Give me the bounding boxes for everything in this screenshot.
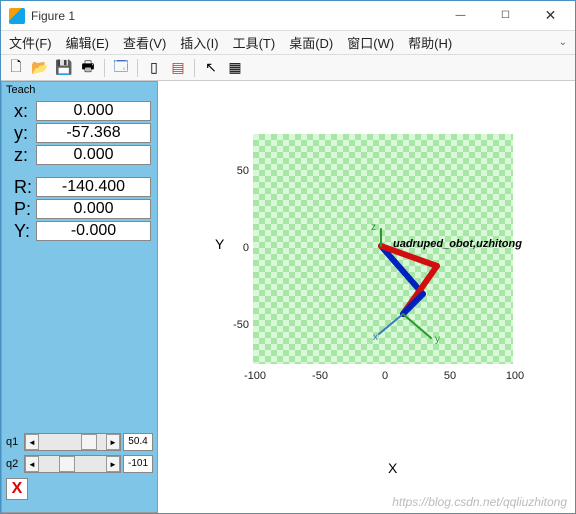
pose-p-value: 0.000 (36, 199, 151, 219)
menu-edit[interactable]: 编辑(E) (66, 33, 109, 52)
pose-yaw-value: -0.000 (36, 221, 151, 241)
inspect-icon[interactable]: 🗔 (110, 57, 132, 79)
titlebar[interactable]: Figure 1 — ☐ ✕ (1, 1, 575, 31)
maximize-button[interactable]: ☐ (483, 2, 528, 30)
teach-panel: Teach x:0.000 y:-57.368 z:0.000 R:-140.4… (1, 81, 158, 513)
svg-text:y: y (435, 334, 440, 345)
x-tick: -100 (241, 370, 269, 382)
y-tick: 50 (223, 165, 249, 177)
menu-insert[interactable]: 插入(I) (180, 33, 218, 52)
robot-label: uadruped_obot,uzhitong (393, 238, 522, 250)
menu-overflow-icon[interactable]: ⌄ (559, 37, 567, 48)
pose-r-label: R: (8, 177, 36, 198)
q1-value: 50.4 (123, 433, 153, 451)
list-icon[interactable]: ▦ (224, 57, 246, 79)
pointer-icon[interactable]: ↖ (200, 57, 222, 79)
axes-area: xyz uadruped_obot,uzhitong Y X -100-5005… (158, 81, 575, 513)
pose-x-value: 0.000 (36, 101, 151, 121)
teach-close-button[interactable]: X (6, 478, 28, 500)
x-tick: 100 (501, 370, 529, 382)
x-tick: -50 (306, 370, 334, 382)
menu-view[interactable]: 查看(V) (123, 33, 166, 52)
toolbar: 🗋 📂 💾 🖶 🗔 ▯ ▤ ↖ ▦ (1, 55, 575, 81)
content-area: Teach x:0.000 y:-57.368 z:0.000 R:-140.4… (1, 81, 575, 513)
plot-surface: xyz uadruped_obot,uzhitong (253, 134, 513, 364)
window-title: Figure 1 (31, 9, 438, 23)
separator (104, 59, 105, 77)
watermark: https://blog.csdn.net/qqliuzhitong (392, 495, 567, 509)
q2-slider[interactable]: ◄ ► (24, 455, 121, 473)
menu-help[interactable]: 帮助(H) (408, 33, 452, 52)
pose-r-value: -140.400 (36, 177, 151, 197)
q1-slider[interactable]: ◄ ► (24, 433, 121, 451)
q1-dec-icon[interactable]: ◄ (25, 434, 39, 450)
menubar: 文件(F) 编辑(E) 查看(V) 插入(I) 工具(T) 桌面(D) 窗口(W… (1, 31, 575, 55)
pose-y-value: -57.368 (36, 123, 151, 143)
q1-thumb[interactable] (81, 434, 97, 450)
q2-inc-icon[interactable]: ► (106, 456, 120, 472)
pose-p-label: P: (8, 199, 36, 220)
menu-window[interactable]: 窗口(W) (347, 33, 394, 52)
pose-z-value: 0.000 (36, 145, 151, 165)
open-icon[interactable]: 📂 (29, 57, 51, 79)
menu-desktop[interactable]: 桌面(D) (289, 33, 333, 52)
joint-sliders: q1 ◄ ► 50.4 q2 ◄ ► -101 (4, 430, 155, 510)
figure-window: Figure 1 — ☐ ✕ 文件(F) 编辑(E) 查看(V) 插入(I) 工… (0, 0, 576, 514)
link-icon[interactable]: ▯ (143, 57, 165, 79)
print-icon[interactable]: 🖶 (77, 57, 99, 79)
new-icon[interactable]: 🗋 (5, 57, 27, 79)
pose-x-label: x: (8, 101, 36, 122)
y-tick: 0 (223, 242, 249, 254)
close-button[interactable]: ✕ (528, 2, 573, 30)
pose-y-label: y: (8, 123, 36, 144)
svg-text:x: x (373, 332, 378, 343)
svg-text:z: z (371, 222, 376, 233)
q2-thumb[interactable] (59, 456, 75, 472)
q2-value: -101 (123, 455, 153, 473)
q2-dec-icon[interactable]: ◄ (25, 456, 39, 472)
axes: xyz uadruped_obot,uzhitong Y X -100-5005… (193, 96, 565, 478)
q2-label: q2 (6, 458, 24, 470)
pose-z-label: z: (8, 145, 36, 166)
x-axis-label: X (388, 460, 397, 476)
x-tick: 50 (436, 370, 464, 382)
save-icon[interactable]: 💾 (53, 57, 75, 79)
x-tick: 0 (371, 370, 399, 382)
separator (194, 59, 195, 77)
teach-label: Teach (4, 84, 155, 96)
separator (137, 59, 138, 77)
matlab-icon (9, 8, 25, 24)
pose-yaw-label: Y: (8, 221, 36, 242)
pose-grid: x:0.000 y:-57.368 z:0.000 R:-140.400 P:0… (4, 96, 155, 244)
menu-tools[interactable]: 工具(T) (233, 33, 276, 52)
q1-label: q1 (6, 436, 24, 448)
menu-file[interactable]: 文件(F) (9, 33, 52, 52)
legend-icon[interactable]: ▤ (167, 57, 189, 79)
minimize-button[interactable]: — (438, 2, 483, 30)
q1-inc-icon[interactable]: ► (106, 434, 120, 450)
y-tick: -50 (223, 319, 249, 331)
